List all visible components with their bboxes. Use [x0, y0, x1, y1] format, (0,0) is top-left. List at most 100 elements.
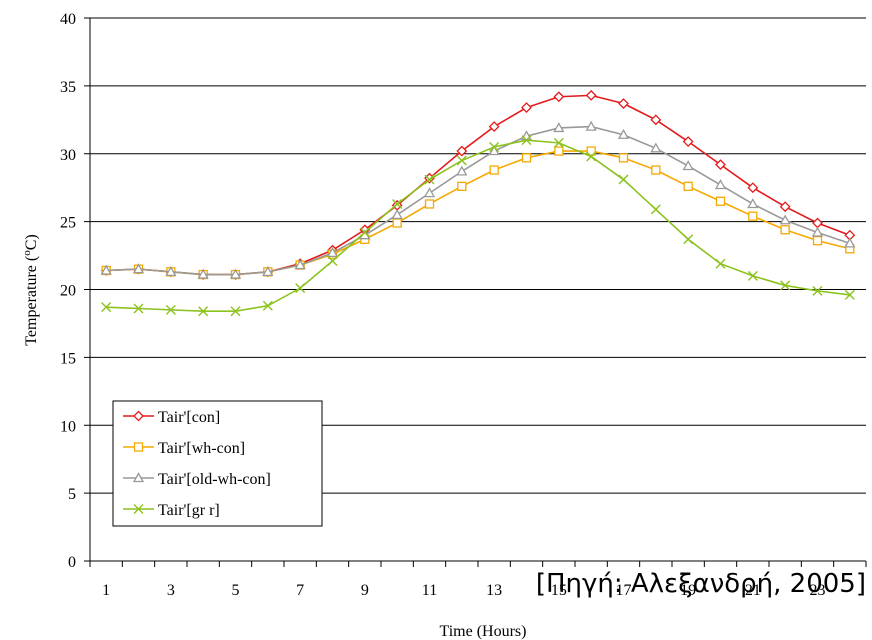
x-axis-title: Time (Hours)	[440, 623, 527, 640]
series-3-point-6-stroke-b	[262, 300, 273, 311]
series-0-line	[106, 94, 851, 276]
series-2-point-16	[585, 120, 597, 131]
x-tick-label-15: 15	[551, 582, 567, 599]
legend-marker-3-stroke-b	[133, 504, 144, 514]
series-1-point-10	[392, 218, 402, 228]
series-3-point-7-stroke-b	[295, 283, 306, 294]
series-2-point-4	[197, 268, 209, 279]
x-tick-labels: 1 3 5 7 9 11 13 15 17 19 21 23	[89, 561, 867, 599]
series-3-point-13-stroke-b	[489, 141, 500, 152]
series-2-point-11	[423, 187, 436, 198]
series-0-point-22	[779, 201, 791, 213]
x-tick-label-23: 23	[810, 582, 826, 599]
series-2-point-3	[165, 266, 177, 277]
series-1-point-21	[748, 211, 758, 221]
y-tick-labels: 0 5 10 15 20 25 30 35 40	[60, 11, 90, 571]
series-3-point-19-stroke-b	[683, 234, 694, 245]
y-tick-label-25: 25	[60, 215, 76, 232]
series-3-point-15-stroke-b	[553, 137, 564, 148]
series-1-point-13	[489, 165, 499, 175]
series-3-point-14	[521, 135, 532, 146]
legend-label-3: Tair'[gr r]	[158, 502, 220, 519]
series-1-point-11	[424, 199, 435, 209]
series-3-point-2-stroke-b	[133, 303, 144, 314]
series-3-point-11-stroke-b	[424, 174, 435, 185]
legend-box	[112, 400, 323, 527]
source-note: [Πηγή: Αλεξανδρή, 2005]	[536, 569, 866, 599]
series-2-point-13	[488, 145, 500, 156]
series-0-point-21	[747, 182, 759, 194]
series-1-point-19	[683, 181, 693, 191]
series-1-point-16	[586, 146, 596, 156]
series-3-point-4-stroke-b	[198, 306, 209, 317]
series-1-line	[106, 150, 851, 276]
x-tick-label-11: 11	[422, 582, 437, 599]
series-2-point-17	[617, 128, 630, 139]
series-3-point-4	[198, 306, 209, 317]
series-3-point-3-stroke-b	[165, 304, 176, 315]
series-3-point-10-stroke-b	[392, 198, 403, 209]
series-3-point-22-stroke-b	[780, 280, 791, 291]
series-3-point-5-stroke-b	[230, 306, 241, 317]
series-3-point-8-stroke-b	[327, 255, 338, 266]
series-1-point-17	[618, 153, 629, 163]
x-tick-label-3: 3	[167, 582, 175, 599]
series-2-point-18	[650, 142, 662, 153]
series-3-point-24-stroke-b	[844, 289, 855, 300]
x-tick-label-9: 9	[361, 582, 369, 599]
series-3-point-21	[747, 270, 758, 281]
series-3	[101, 135, 855, 317]
y-tick-label-0: 0	[68, 554, 76, 571]
series-0-point-20	[715, 159, 726, 171]
series-3-point-22	[780, 280, 791, 291]
series-2-point-23	[811, 226, 824, 237]
series-3-point-10	[392, 198, 403, 209]
series-0	[100, 89, 856, 280]
legend-marker-0	[133, 410, 144, 422]
series-2-point-5	[229, 268, 242, 279]
series-3-point-9	[359, 227, 370, 238]
series-3-point-6	[262, 300, 273, 311]
x-tick-label-17: 17	[616, 582, 632, 599]
x-tick-label-19: 19	[680, 582, 696, 599]
series-3-point-23-stroke-b	[812, 285, 823, 296]
series-3-point-12-stroke-b	[456, 155, 467, 166]
series-3-point-12	[456, 155, 467, 166]
series-2-point-19	[682, 160, 694, 171]
series-0-point-14	[521, 102, 532, 114]
series-3-point-23	[812, 285, 823, 296]
legend-label-2: Tair'[old-wh-con]	[158, 471, 271, 488]
series-1-point-15	[554, 146, 564, 156]
series-group	[100, 89, 856, 317]
series-1-point-14	[521, 153, 532, 163]
series-0-point-12	[456, 145, 468, 157]
legend: Tair'[con] Tair'[wh-con] Tair'[old-wh-con]…	[112, 400, 323, 527]
series-2	[100, 120, 856, 279]
series-1-point-23	[812, 235, 823, 246]
series-0-point-19	[682, 136, 694, 147]
series-1	[101, 146, 855, 280]
legend-label-0: Tair'[con]	[158, 409, 220, 426]
series-0-point-23	[812, 217, 823, 229]
series-3-point-9-stroke-b	[359, 227, 370, 238]
series-3-point-5	[230, 306, 241, 317]
series-3-point-18-stroke-b	[650, 204, 661, 215]
y-tick-label-15: 15	[60, 350, 76, 367]
series-2-point-22	[779, 214, 791, 225]
series-3-point-7	[295, 283, 306, 294]
series-3-point-17	[618, 174, 629, 185]
series-3-point-19	[683, 234, 694, 245]
series-0-point-17	[618, 98, 629, 109]
y-tick-label-5: 5	[68, 486, 76, 503]
series-2-point-15	[553, 122, 565, 133]
series-2-point-10	[391, 209, 403, 219]
series-3-point-20-stroke-b	[715, 258, 726, 269]
legend-label-1: Tair'[wh-con]	[158, 440, 245, 457]
series-3-point-14-stroke-b	[521, 135, 532, 146]
series-2-point-24	[844, 237, 856, 248]
legend-marker-3	[133, 504, 144, 514]
series-2-point-1	[100, 264, 112, 275]
x-tick-label-1: 1	[102, 582, 110, 599]
series-3-point-1	[101, 302, 112, 313]
